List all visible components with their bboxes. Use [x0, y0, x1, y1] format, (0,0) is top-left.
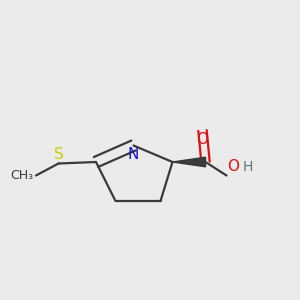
- Text: N: N: [128, 147, 139, 162]
- Text: S: S: [54, 147, 63, 162]
- Text: CH₃: CH₃: [10, 169, 33, 182]
- Text: H: H: [243, 160, 254, 174]
- Text: O: O: [196, 132, 208, 147]
- Text: O: O: [227, 159, 239, 174]
- Polygon shape: [172, 157, 206, 167]
